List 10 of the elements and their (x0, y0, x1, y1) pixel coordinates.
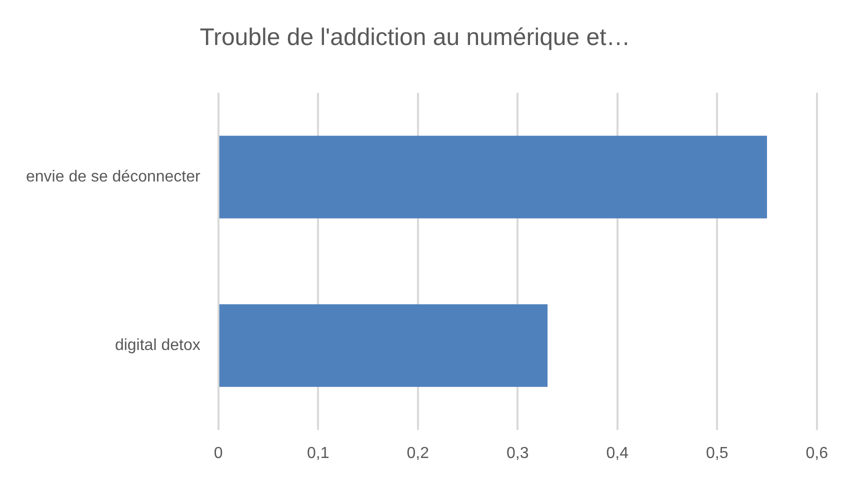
x-tick-label: 0,2 (406, 444, 430, 462)
x-tick-label: 0,4 (606, 444, 629, 462)
x-tick-label: 0 (214, 444, 223, 462)
x-tick-label: 0,1 (306, 444, 330, 462)
chart-title: Trouble de l'addiction au numérique et… (200, 24, 630, 52)
x-tick-label: 0,3 (506, 444, 529, 462)
x-tick-label: 0,6 (806, 444, 828, 462)
y-tick-label: digital detox (114, 336, 200, 354)
x-tick-label: 0,5 (706, 444, 728, 462)
y-tick-label: envie de se déconnecter (26, 168, 202, 186)
